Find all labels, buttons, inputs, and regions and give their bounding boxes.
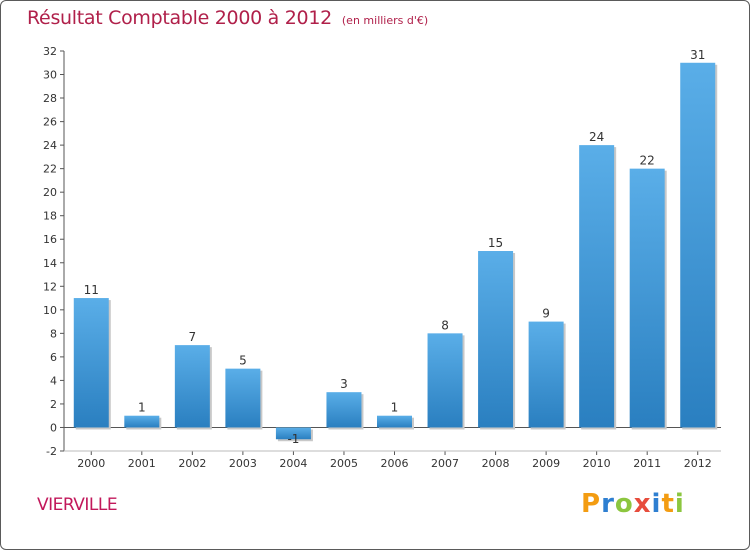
x-tick-label: 2006: [381, 457, 409, 470]
logo-letter: t: [661, 489, 675, 519]
x-tick-label: 2012: [684, 457, 712, 470]
bar: [225, 368, 261, 428]
x-tick-label: 2005: [330, 457, 358, 470]
bar-value-label: 1: [138, 401, 146, 415]
x-tick-label: 2003: [229, 457, 257, 470]
x-tick-label: 2004: [279, 457, 307, 470]
y-tick-label: -2: [46, 445, 57, 458]
bar: [326, 392, 362, 428]
y-tick-label: 24: [43, 139, 57, 152]
x-tick-label: 2009: [532, 457, 560, 470]
x-tick-label: 2002: [178, 457, 206, 470]
bar: [174, 345, 210, 428]
y-tick-label: 18: [43, 210, 57, 223]
y-tick-label: 20: [43, 186, 57, 199]
chart-title: Résultat Comptable 2000 à 2012 (en millie…: [27, 7, 428, 29]
bar: [124, 415, 160, 428]
y-tick-label: 2: [50, 398, 57, 411]
bar-value-label: 3: [340, 377, 348, 391]
bar-value-label: 5: [239, 354, 247, 368]
bar-value-label: 7: [189, 330, 197, 344]
x-tick-label: 2001: [128, 457, 156, 470]
y-tick-label: 14: [43, 257, 57, 270]
y-tick-label: 26: [43, 116, 57, 129]
logo-letter: i: [651, 489, 662, 519]
bar-value-label: 11: [84, 283, 99, 297]
place-name: VIERVILLE: [37, 495, 118, 515]
bar: [73, 298, 109, 428]
y-tick-label: 22: [43, 163, 57, 176]
bar: [377, 415, 412, 428]
y-tick-label: 10: [43, 304, 57, 317]
bar-value-label: 22: [640, 154, 655, 168]
logo-letter: x: [633, 489, 652, 519]
y-tick-label: 4: [50, 374, 57, 387]
logo-letter: P: [581, 489, 602, 519]
bar: [427, 333, 463, 428]
y-tick-label: 32: [43, 45, 57, 58]
proxiti-logo[interactable]: Proxiti: [581, 489, 685, 519]
chart-subtitle: (en milliers d'€): [341, 14, 429, 27]
chart-title-text: Résultat Comptable 2000 à 2012: [27, 7, 332, 29]
bar: [275, 427, 311, 440]
logo-letter: i: [674, 489, 685, 519]
bar-value-label: 24: [589, 130, 604, 144]
x-tick-label: 2008: [482, 457, 510, 470]
bar-value-label: -1: [287, 432, 299, 446]
y-tick-label: 8: [50, 327, 57, 340]
logo-letter: r: [601, 489, 615, 519]
bar-value-label: 1: [391, 401, 399, 415]
bar: [629, 168, 665, 428]
x-tick-label: 2010: [583, 457, 611, 470]
bar-value-label: 15: [488, 236, 503, 250]
bar-value-label: 9: [542, 307, 550, 321]
x-tick-label: 2007: [431, 457, 459, 470]
y-tick-label: 12: [43, 280, 57, 293]
y-tick-label: 16: [43, 233, 57, 246]
y-tick-label: 6: [50, 351, 57, 364]
bar-value-label: 8: [441, 318, 449, 332]
logo-letter: o: [614, 489, 634, 519]
bar-value-label: 31: [690, 48, 705, 62]
y-tick-label: 30: [43, 69, 57, 82]
bar: [528, 321, 564, 428]
bar: [579, 145, 615, 428]
x-tick-label: 2000: [77, 457, 105, 470]
y-tick-label: 0: [50, 421, 57, 434]
x-tick-label: 2011: [633, 457, 661, 470]
y-tick-label: 28: [43, 92, 57, 105]
bar: [680, 62, 716, 428]
bar: [478, 251, 514, 428]
